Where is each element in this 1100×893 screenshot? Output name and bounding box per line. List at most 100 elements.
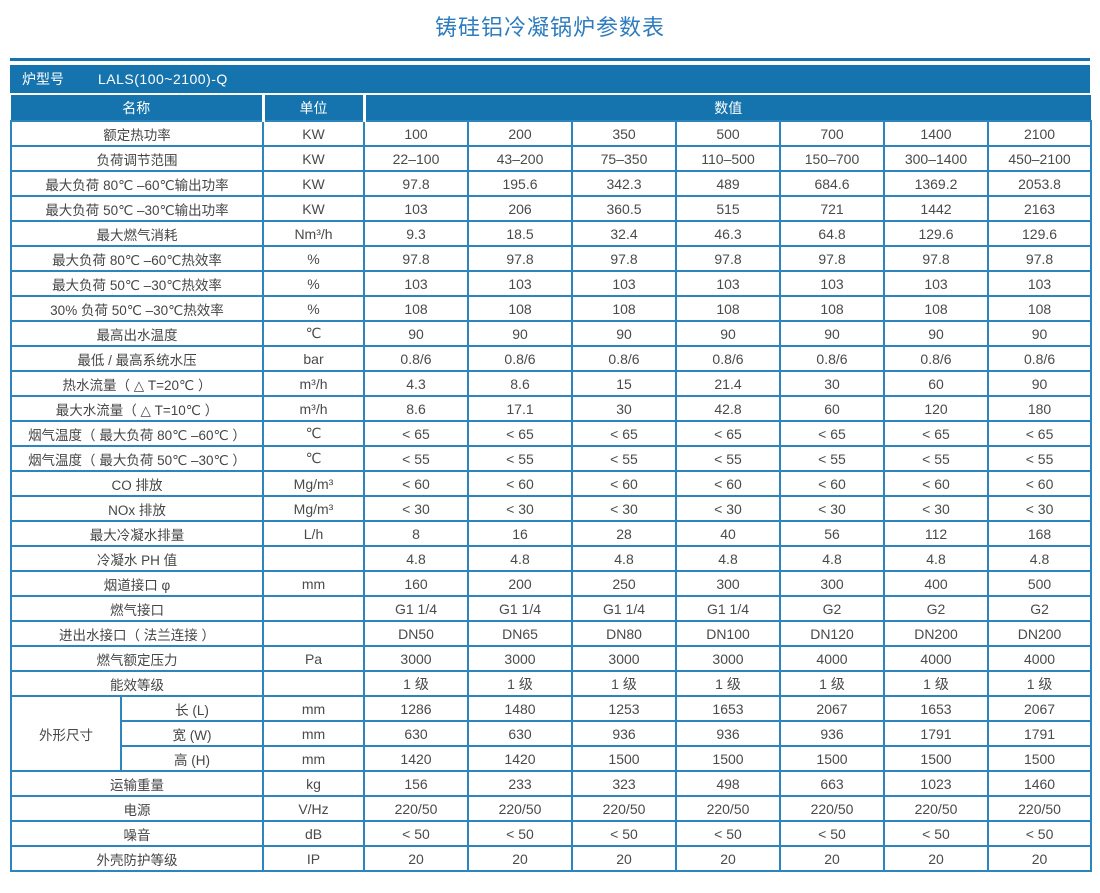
table-row: NOx 排放 Mg/m³ < 30 < 30 < 30 < 30 < 30 < 30 < 30 xyxy=(10,495,1093,522)
unit-cell: Pa xyxy=(262,645,365,672)
value-cell: 20 xyxy=(675,845,781,872)
param-name-cell: 冷凝水 PH 值 xyxy=(10,545,264,572)
value-cell: < 30 xyxy=(883,495,989,522)
model-value: LALS(100~2100)-Q xyxy=(98,71,228,87)
value-cell: 1 级 xyxy=(675,670,781,697)
value-cell: 2163 xyxy=(986,195,1093,222)
unit-cell: m³/h xyxy=(262,370,365,397)
value-cell: 1653 xyxy=(883,695,989,722)
value-cell: 8.6 xyxy=(363,395,469,422)
value-cell: 350 xyxy=(571,120,677,147)
value-cell: < 50 xyxy=(986,820,1093,847)
value-cell: < 55 xyxy=(571,445,677,472)
value-cell: 1 级 xyxy=(883,670,989,697)
value-cell: 1253 xyxy=(571,695,677,722)
value-cell: 4.8 xyxy=(779,545,885,572)
value-cell: 160 xyxy=(363,570,469,597)
value-cell: 1286 xyxy=(363,695,469,722)
value-cell: DN80 xyxy=(571,620,677,647)
value-cell: 120 xyxy=(883,395,989,422)
value-cell: 20 xyxy=(883,845,989,872)
value-cell: 2100 xyxy=(986,120,1093,147)
value-cell: < 60 xyxy=(571,470,677,497)
table-row: 负荷调节范围 KW 22–100 43–200 75–350 110–500 150–700… xyxy=(10,145,1093,172)
unit-cell: ℃ xyxy=(262,445,365,472)
value-cell: 1460 xyxy=(986,770,1093,797)
value-cell: DN120 xyxy=(779,620,885,647)
table-row: 燃气接口 G1 1/4 G1 1/4 G1 1/4 G1 1/4 G2 G2 G2 xyxy=(10,595,1093,622)
value-cell: 936 xyxy=(779,720,885,747)
value-cell: 108 xyxy=(363,295,469,322)
value-cell: 97.8 xyxy=(986,245,1093,272)
page: 铸硅铝冷凝锅炉参数表 炉型号 LALS(100~2100)-Q 名称 单位 数值… xyxy=(10,0,1093,872)
column-header-row: 名称 单位 数值 xyxy=(11,95,1092,121)
table-row: 运输重量 kg 156 233 323 498 663 1023 1460 xyxy=(10,770,1093,797)
table-row: 噪音 dB < 50 < 50 < 50 < 50 < 50 < 50 < 50 xyxy=(10,820,1093,847)
value-cell: 103 xyxy=(571,270,677,297)
value-cell: 97.8 xyxy=(675,245,781,272)
value-cell: 20 xyxy=(986,845,1093,872)
value-cell: 112 xyxy=(883,520,989,547)
value-cell: 108 xyxy=(467,295,573,322)
unit-cell: KW xyxy=(262,170,365,197)
value-cell: 108 xyxy=(986,295,1093,322)
unit-cell xyxy=(262,545,365,572)
value-cell: 8.6 xyxy=(467,370,573,397)
value-cell: 108 xyxy=(779,295,885,322)
value-cell: 1500 xyxy=(986,745,1093,772)
table-row: 最大水流量（ △ T=10℃ ） m³/h 8.6 17.1 30 42.8 60 120 18… xyxy=(10,395,1093,422)
table-row: 最大燃气消耗 Nm³/h 9.3 18.5 32.4 46.3 64.8 129.6 129.6 xyxy=(10,220,1093,247)
value-cell: 103 xyxy=(986,270,1093,297)
value-cell: 90 xyxy=(571,320,677,347)
value-cell: 103 xyxy=(363,195,469,222)
value-cell: 64.8 xyxy=(779,220,885,247)
table-row: 最大负荷 50℃ –30℃热效率% 103 103 103 103 103 103 103 xyxy=(10,270,1093,297)
table-row: 最高出水温度 ℃ 90 90 90 90 90 90 90 xyxy=(10,320,1093,347)
unit-cell: KW xyxy=(262,145,365,172)
table-row: 最大负荷 50℃ –30℃输出功率 KW 103 206 360.5 515 721 1442… xyxy=(10,195,1093,222)
value-cell: 42.8 xyxy=(675,395,781,422)
value-cell: 103 xyxy=(675,270,781,297)
value-cell: 2067 xyxy=(986,695,1093,722)
value-cell: 0.8/6 xyxy=(363,345,469,372)
param-name-cell: 能效等级 xyxy=(10,670,264,697)
table-row: 宽 (W) mm 630 630 936 936 936 1791 1791 xyxy=(11,720,1093,747)
table-body: 额定热功率 KW 100 200 350 500 700 1400 2100 负荷调节范围 KW 22… xyxy=(10,120,1093,872)
table-row: 烟气温度（ 最大负荷 50℃ –30℃ ） ℃ < 55 < 55 < 55 < 55 < … xyxy=(10,445,1093,472)
table-row: CO 排放 Mg/m³ < 60 < 60 < 60 < 60 < 60 < 60 < 60 xyxy=(10,470,1093,497)
value-cell: < 55 xyxy=(779,445,885,472)
value-cell: 0.8/6 xyxy=(675,345,781,372)
value-cell: 0.8/6 xyxy=(779,345,885,372)
param-name-cell: 长 (L) xyxy=(120,695,264,722)
value-cell: < 55 xyxy=(986,445,1093,472)
value-cell: DN100 xyxy=(675,620,781,647)
table-row: 烟气温度（ 最大负荷 80℃ –60℃ ） ℃ < 65 < 65 < 65 < 65 < … xyxy=(10,420,1093,447)
value-cell: 206 xyxy=(467,195,573,222)
value-cell: 90 xyxy=(883,320,989,347)
model-header-bar: 炉型号 LALS(100~2100)-Q xyxy=(10,65,1090,93)
value-cell: 4.8 xyxy=(571,545,677,572)
param-name-cell: 最大冷凝水排量 xyxy=(10,520,264,547)
value-cell: 4.8 xyxy=(675,545,781,572)
unit-cell: mm xyxy=(262,695,365,722)
value-cell: 1791 xyxy=(883,720,989,747)
param-name-cell: 最高出水温度 xyxy=(10,320,264,347)
unit-cell: Mg/m³ xyxy=(262,495,365,522)
value-cell: 9.3 xyxy=(363,220,469,247)
value-cell: 0.8/6 xyxy=(571,345,677,372)
unit-cell: Nm³/h xyxy=(262,220,365,247)
table-row: 额定热功率 KW 100 200 350 500 700 1400 2100 xyxy=(10,120,1093,147)
value-cell: 129.6 xyxy=(986,220,1093,247)
param-name-cell: 燃气接口 xyxy=(10,595,264,622)
table-row: 外形尺寸长 (L) mm 1286 1480 1253 1653 2067 1653 2067 xyxy=(10,695,1093,772)
value-cell: < 55 xyxy=(675,445,781,472)
param-name-cell: 最低 / 最高系统水压 xyxy=(10,345,264,372)
value-cell: 195.6 xyxy=(467,170,573,197)
param-name-cell: 最大负荷 80℃ –60℃输出功率 xyxy=(10,170,264,197)
param-name-cell: 30% 负荷 50℃ –30℃热效率 xyxy=(10,295,264,322)
value-cell: 21.4 xyxy=(675,370,781,397)
table-row: 烟道接口 φ mm 160 200 250 300 300 400 500 xyxy=(10,570,1093,597)
value-cell: 1480 xyxy=(467,695,573,722)
value-cell: 97.8 xyxy=(779,245,885,272)
value-cell: 20 xyxy=(467,845,573,872)
